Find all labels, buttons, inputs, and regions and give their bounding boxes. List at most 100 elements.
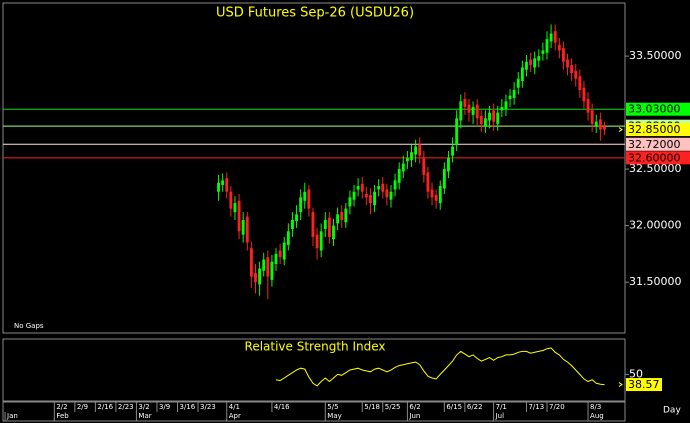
candle-body [471, 106, 475, 115]
candle-body [414, 146, 418, 155]
rsi-panel [2, 338, 626, 402]
x-tick-label: 4/1 [229, 403, 240, 411]
candle-body [270, 261, 274, 280]
candle-body [410, 152, 413, 161]
x-tick-label: 5/5 [327, 403, 338, 411]
candle-body [303, 191, 307, 201]
candle-body [512, 90, 516, 98]
candle-body [434, 195, 438, 201]
candle-body [455, 118, 459, 145]
candle-body [332, 225, 335, 240]
candle-body [508, 95, 512, 100]
period-label: Day [663, 406, 681, 416]
candle-body [356, 186, 360, 190]
candle-body [586, 99, 590, 113]
candle-body [516, 78, 520, 88]
candle-body [311, 212, 315, 237]
candle-body [520, 67, 524, 81]
candle-body [545, 39, 549, 53]
candle-body [348, 197, 352, 207]
rsi-label-bg [626, 378, 662, 392]
month-label: Feb [56, 412, 69, 420]
candle-body [488, 112, 491, 121]
candle-body [426, 172, 430, 192]
candle-body [430, 189, 434, 198]
candle-body [291, 219, 294, 230]
candle-body [537, 56, 541, 61]
level-label: 32.72000 [628, 138, 681, 151]
candle-body [295, 214, 298, 222]
candle-body [500, 106, 504, 111]
candle-body [241, 219, 245, 235]
month-label: Apr [229, 412, 241, 420]
x-tick-label: 5/18 [364, 403, 380, 411]
candle-body [541, 50, 545, 54]
x-tick-label: 7/1 [496, 403, 507, 411]
candle-body [422, 157, 426, 175]
month-label: Jun [408, 412, 420, 420]
level-label: 33.03000 [628, 103, 681, 116]
candle-body [459, 101, 463, 121]
x-tick-label: 2/2 [56, 403, 67, 411]
candle-body [377, 186, 381, 190]
level-label: 32.60000 [628, 151, 681, 164]
candle-body [217, 182, 220, 192]
note: No Gaps [14, 322, 44, 330]
candle-body [249, 248, 253, 277]
x-tick-label: 4/16 [274, 403, 290, 411]
candle-body [504, 101, 508, 110]
candle-body [533, 58, 537, 68]
y-tick-label: 33.50000 [629, 49, 682, 62]
candle-body [233, 203, 237, 213]
candle-body [229, 191, 233, 209]
x-tick-label: 2/16 [97, 403, 113, 411]
candle-body [352, 191, 356, 200]
candle-body [344, 208, 348, 223]
level-label-bg [626, 102, 690, 116]
candle-body [274, 253, 278, 265]
candle-body [237, 200, 241, 232]
chart-title: USD Futures Sep-26 (USDU26) [216, 6, 414, 21]
x-tick-label: 7/20 [549, 403, 565, 411]
candle-body [389, 191, 393, 200]
rsi-marker [618, 382, 623, 387]
candle-body [405, 157, 409, 162]
candle-body [323, 219, 327, 230]
date-strip [2, 401, 626, 422]
candle-body [307, 189, 311, 209]
candle-body [603, 126, 606, 130]
month-label: Aug [590, 412, 604, 420]
x-tick-label: 5/25 [385, 403, 401, 411]
candle-body [483, 118, 487, 127]
candle-body [401, 163, 405, 172]
x-tick-label: 7/13 [528, 403, 544, 411]
y-tick-label: 32.00000 [629, 219, 682, 232]
candle-body [221, 180, 225, 185]
level-label-bg [626, 137, 690, 151]
rsi-last-label: 38.57 [628, 378, 660, 391]
month-label: Jul [495, 412, 505, 420]
candle-body [299, 197, 303, 213]
x-tick-label: 2/23 [118, 403, 134, 411]
x-tick-label: 6/15 [446, 403, 462, 411]
candle-body [266, 257, 270, 277]
candle-body [373, 191, 376, 206]
candle-body [561, 48, 565, 62]
price-panel [2, 2, 626, 334]
candle-body [590, 110, 594, 124]
candle-body [475, 104, 479, 119]
candle-body [574, 70, 578, 79]
candle-body [467, 104, 471, 113]
candle-body [525, 61, 528, 70]
month-label: Jan [6, 412, 18, 420]
candle-body [578, 76, 582, 91]
candle-body [327, 217, 331, 237]
candle-body [369, 195, 372, 204]
candle-body [479, 116, 483, 124]
y-tick-label: 32.50000 [629, 162, 682, 175]
month-label: May [327, 412, 341, 420]
candle-body [336, 214, 340, 224]
candle-body [451, 146, 455, 156]
